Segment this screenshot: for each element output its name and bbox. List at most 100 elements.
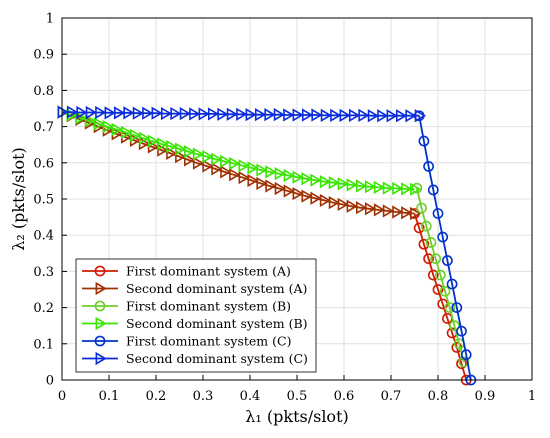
legend: First dominant system (A) Second dominant… (75, 258, 317, 373)
data-point (337, 197, 349, 212)
x-tick-label: 1 (528, 389, 536, 404)
data-point (84, 114, 97, 128)
data-point (95, 105, 107, 120)
y-tick-label: 0.9 (33, 48, 54, 63)
data-point (310, 173, 322, 187)
data-point (183, 144, 196, 159)
data-point (226, 107, 238, 121)
legend-marker (94, 265, 106, 277)
data-point (446, 278, 458, 290)
data-point (373, 203, 386, 217)
data-point (346, 178, 358, 192)
data-point (401, 206, 413, 220)
x-tick-label: 0.5 (287, 389, 308, 404)
data-point (432, 208, 444, 219)
data-point (418, 135, 430, 147)
data-point (256, 163, 268, 177)
data-point (175, 150, 187, 164)
data-point (432, 284, 444, 295)
x-tick-label: 0.7 (381, 389, 402, 404)
data-point (166, 146, 178, 160)
data-point (265, 165, 277, 179)
data-point (220, 154, 232, 168)
data-point (356, 201, 368, 215)
data-point (217, 107, 229, 121)
data-point (301, 108, 314, 122)
data-point (451, 302, 463, 313)
data-point (339, 108, 351, 122)
legend-marker (95, 316, 107, 331)
data-point (57, 105, 69, 119)
data-point (283, 108, 295, 122)
data-point (427, 184, 439, 196)
data-point (160, 106, 173, 121)
series-line (413, 213, 468, 381)
data-point (256, 176, 268, 191)
data-point (418, 238, 430, 250)
y-tick-label: 0.7 (33, 120, 54, 135)
data-point (198, 107, 210, 121)
data-point (229, 168, 241, 182)
data-point (121, 125, 133, 139)
data-point (192, 147, 205, 161)
data-point (292, 170, 304, 184)
data-point (292, 108, 304, 122)
data-point (386, 109, 398, 123)
data-point (456, 358, 467, 370)
data-point (245, 108, 257, 122)
data-point (265, 179, 277, 193)
data-point (113, 106, 126, 120)
legend-item: Second dominant system (C) (82, 351, 308, 366)
data-point (401, 182, 413, 196)
legend-label: First dominant system (B) (126, 298, 291, 313)
data-point (425, 237, 437, 248)
y-tick-label: 0.5 (33, 193, 54, 208)
data-point (202, 150, 214, 164)
data-point (147, 134, 160, 148)
data-point (264, 108, 276, 122)
x-tick-label: 0.1 (99, 389, 120, 404)
data-point (170, 106, 182, 121)
legend-item: First dominant system (A) (82, 263, 291, 278)
data-point (330, 108, 342, 122)
data-point (138, 131, 151, 145)
data-point (238, 159, 250, 173)
data-point (437, 231, 449, 243)
legend-item: First dominant system (B) (82, 298, 291, 313)
data-point (301, 189, 313, 203)
data-point (104, 106, 116, 120)
data-point (444, 302, 456, 313)
data-point (449, 320, 460, 332)
data-point (319, 193, 332, 208)
y-tick-label: 0.3 (33, 265, 54, 280)
x-tick-label: 0.4 (240, 389, 261, 404)
data-point (319, 175, 332, 189)
data-point (274, 181, 286, 196)
series-4 (413, 110, 477, 386)
data-point (311, 108, 323, 122)
data-point (179, 106, 191, 121)
data-point (328, 196, 340, 210)
data-point (301, 172, 313, 186)
data-point (229, 156, 241, 171)
data-point (423, 161, 434, 172)
data-point (364, 180, 377, 194)
data-point (211, 152, 223, 166)
data-point (93, 117, 105, 131)
data-point (123, 106, 135, 120)
data-point (274, 167, 286, 181)
data-point (410, 206, 422, 221)
data-point (142, 106, 154, 120)
series-5 (57, 105, 426, 123)
data-point (207, 107, 220, 121)
data-point (166, 139, 178, 154)
x-tick-label: 0.3 (193, 389, 214, 404)
legend-label: Second dominant system (A) (126, 281, 307, 296)
data-point (211, 162, 223, 176)
y-tick-label: 0.1 (33, 337, 54, 352)
data-point (111, 122, 123, 137)
data-point (392, 181, 404, 196)
data-point (395, 109, 408, 123)
data-point (416, 202, 427, 214)
